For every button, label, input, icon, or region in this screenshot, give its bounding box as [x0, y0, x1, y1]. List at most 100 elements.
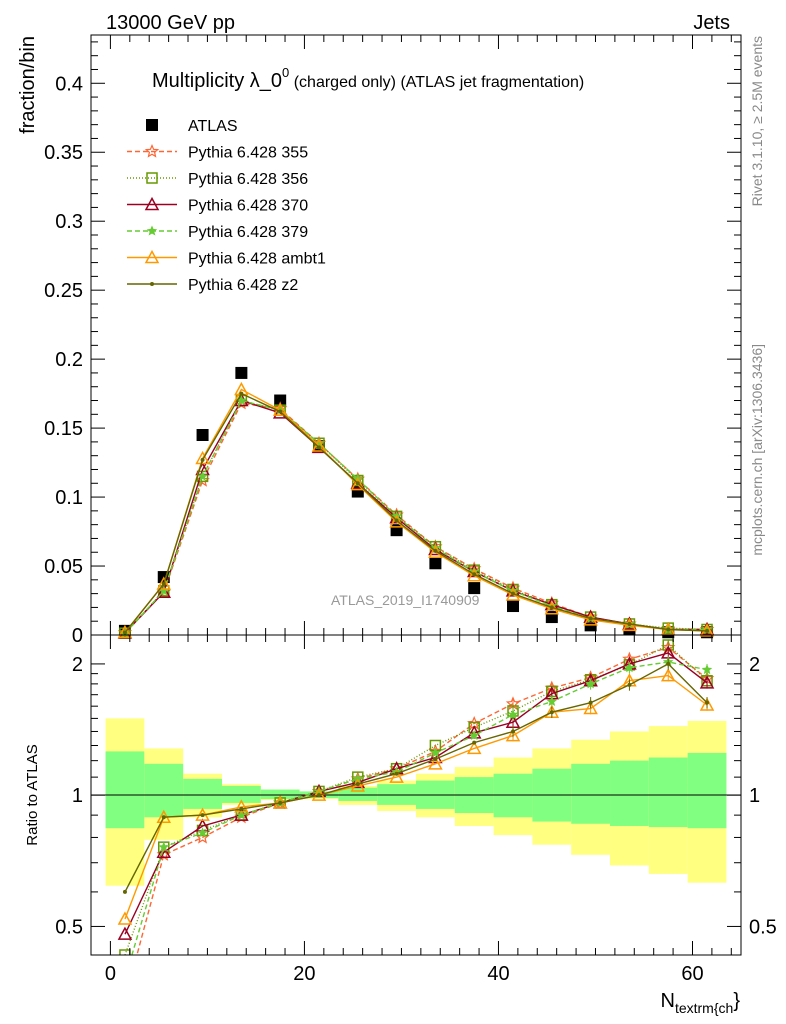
ratio-series-z2	[122, 658, 710, 894]
ratio-point-z2	[316, 793, 321, 798]
ratio-point-ambt1	[117, 911, 133, 925]
band-inner-bin	[144, 763, 184, 818]
point-z2	[394, 518, 399, 523]
x-axis-title-main: N	[661, 990, 675, 1012]
main-axis-ticks: 0 0.05 0.1 0.15 0.2 0.25 0.3 0.35 0.4	[44, 35, 741, 647]
ratio-point-p379	[468, 730, 480, 741]
ratio-point-p379	[236, 809, 247, 820]
ratio-point-ambt1	[389, 769, 404, 783]
point-z2	[200, 457, 205, 462]
legend-item-ambt1: Pythia 6.428 ambt1	[127, 249, 326, 268]
ratio-y-tick-label-right: 2	[749, 654, 760, 676]
ratio-point-p379	[624, 662, 635, 673]
point-z2	[433, 548, 438, 553]
ratio-point-ambt1	[234, 799, 249, 813]
ratio-point-p370	[156, 844, 172, 858]
legend-marker-ambt1	[144, 249, 160, 264]
plot-title-subtext: (charged only) (ATLAS jet fragmentation)	[289, 74, 584, 91]
ratio-point-p379	[546, 695, 558, 706]
ratio-line-z2	[124, 663, 708, 893]
ratio-point-p379	[585, 678, 596, 689]
analysis-id: ATLAS_2019_I1740909	[331, 592, 480, 608]
ratio-line-ambt1	[124, 674, 708, 920]
ratio-y-tick-label: 2	[72, 654, 83, 676]
mcplots-label: mcplots.cern.ch [arXiv:1306.3436]	[749, 344, 765, 556]
x-tick-label: 60	[681, 963, 703, 985]
category-label: Jets	[693, 12, 730, 34]
main-series-group	[117, 366, 715, 639]
point-z2	[278, 409, 283, 414]
legend-label-p356: Pythia 6.428 356	[188, 171, 308, 188]
point-data	[429, 557, 442, 570]
x-axis-title-end: }	[733, 990, 740, 1012]
point-z2	[161, 581, 166, 586]
legend-item-data: ATLAS	[146, 118, 238, 135]
band-inner-bin	[105, 751, 145, 829]
point-z2	[239, 391, 244, 396]
x-tick-label: 20	[293, 963, 315, 985]
rivet-label: Rivet 3.1.10, ≥ 2.5M events	[749, 36, 765, 206]
point-ambt1	[117, 624, 133, 639]
legend: ATLAS Pythia 6.428 355 Pythia 6.428 356 Pyt…	[127, 118, 326, 294]
ratio-point-ambt1	[505, 727, 521, 742]
ratio-point-p379	[507, 708, 519, 720]
ratio-point-p379	[158, 841, 170, 852]
point-ambt1	[428, 544, 443, 558]
series-line-ambt1	[124, 388, 708, 633]
band-inner-bin	[260, 789, 300, 800]
legend-item-p356: Pythia 6.428 356	[127, 171, 308, 188]
ratio-point-p355	[119, 994, 131, 1005]
band-inner-bin	[338, 787, 378, 801]
legend-item-p370: Pythia 6.428 370	[127, 196, 308, 215]
x-axis-title-sub: textrm{ch	[675, 1000, 733, 1016]
point-z2	[472, 572, 477, 577]
point-data	[507, 600, 520, 613]
point-data	[274, 394, 287, 407]
ratio-point-p379	[197, 827, 208, 838]
point-ambt1	[156, 576, 172, 590]
point-z2	[511, 591, 516, 596]
plot-title-superscript: 0	[282, 65, 289, 80]
ratio-point-z2	[666, 661, 671, 666]
ratio-panel: 0.5 0.51 12 20 20 40 60 Ratio to ATLAS	[24, 634, 777, 1005]
ratio-point-z2	[549, 710, 554, 715]
ratio-y-tick-label-right: 1	[749, 785, 760, 807]
legend-item-p355: Pythia 6.428 355	[127, 143, 308, 162]
ratio-point-z2	[122, 889, 127, 894]
x-axis-title: Ntextrm{ch}	[661, 990, 741, 1016]
ratio-point-p356	[119, 949, 131, 955]
point-z2	[549, 605, 554, 610]
energy-label: 13000 GeV pp	[106, 12, 235, 34]
legend-marker-p355	[144, 143, 160, 158]
x-tick-label: 40	[487, 963, 509, 985]
main-panel: 0 0.05 0.1 0.15 0.2 0.25 0.3 0.35 0.4 Multiplici…	[17, 34, 742, 647]
legend-marker-z2	[150, 282, 154, 286]
main-y-tick-label: 0.35	[44, 142, 83, 164]
x-tick-label: 0	[105, 963, 116, 985]
main-y-tick-label: 0.05	[44, 556, 83, 578]
series-z2	[122, 391, 710, 635]
point-data	[196, 429, 209, 441]
band-inner-bin	[571, 763, 611, 824]
ratio-point-z2	[472, 740, 477, 745]
legend-marker-p379	[146, 225, 158, 236]
ratio-point-p379	[121, 974, 129, 981]
point-p379	[197, 470, 208, 481]
ratio-point-z2	[705, 700, 710, 705]
legend-label-data: ATLAS	[188, 118, 238, 135]
legend-label-p379: Pythia 6.428 379	[188, 224, 308, 241]
ratio-point-ambt1	[660, 668, 676, 682]
point-data	[468, 582, 481, 595]
main-ylabel: fraction/bin	[17, 36, 39, 134]
main-y-tick-label: 0.25	[44, 280, 83, 302]
point-z2	[666, 627, 671, 632]
point-z2	[705, 628, 710, 633]
point-p370	[156, 584, 172, 598]
plot-title-main: Multiplicity λ_0	[152, 70, 282, 92]
ratio-point-z2	[627, 682, 632, 687]
legend-label-p355: Pythia 6.428 355	[188, 145, 308, 162]
main-y-tick-label: 0	[72, 625, 83, 647]
band-inner-bin	[687, 752, 727, 829]
plot-title: Multiplicity λ_00 (charged only) (ATLAS …	[152, 65, 584, 92]
